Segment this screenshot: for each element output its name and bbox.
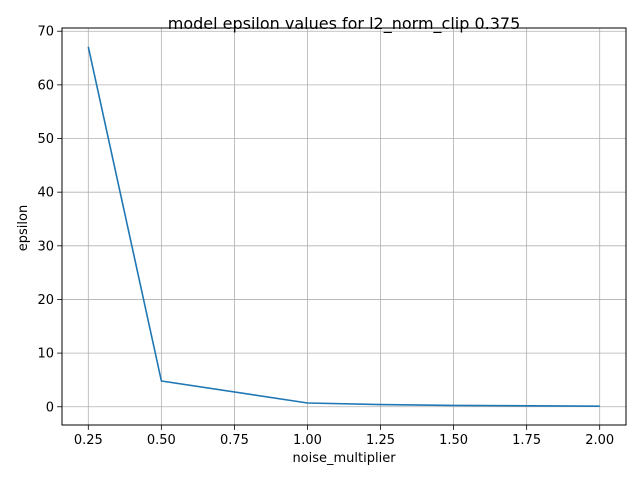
y-tick-label: 10 <box>37 347 54 362</box>
y-tick-label: 40 <box>37 186 54 201</box>
y-tick-label: 0 <box>46 400 54 415</box>
x-tick-label: 2.00 <box>585 433 614 448</box>
y-tick-label: 30 <box>37 239 54 254</box>
series-layer <box>87 46 600 408</box>
x-axis: 0.25 0.50 0.75 1.00 1.25 1.50 1.75 2.00 <box>74 425 614 448</box>
grid <box>62 28 626 425</box>
series-line <box>87 46 600 408</box>
y-tick-label: 20 <box>37 293 54 308</box>
x-tick-label: 0.75 <box>220 433 249 448</box>
x-tick-label: 0.25 <box>74 433 103 448</box>
y-tick-label: 50 <box>37 132 54 147</box>
plot-frame <box>61 27 627 426</box>
y-tick-label: 60 <box>37 78 54 93</box>
y-tick-label: 70 <box>37 25 54 40</box>
x-tick-label: 0.50 <box>147 433 176 448</box>
y-axis-label: epsilon <box>16 205 31 251</box>
y-axis: 0 10 20 30 40 50 60 70 <box>37 25 62 415</box>
x-tick-label: 1.00 <box>293 433 322 448</box>
x-tick-label: 1.25 <box>366 433 395 448</box>
x-tick-label: 1.50 <box>439 433 468 448</box>
chart-title: model epsilon values for l2_norm_clip 0.… <box>168 14 521 34</box>
x-axis-label: noise_multiplier <box>292 451 396 466</box>
x-tick-label: 1.75 <box>512 433 541 448</box>
